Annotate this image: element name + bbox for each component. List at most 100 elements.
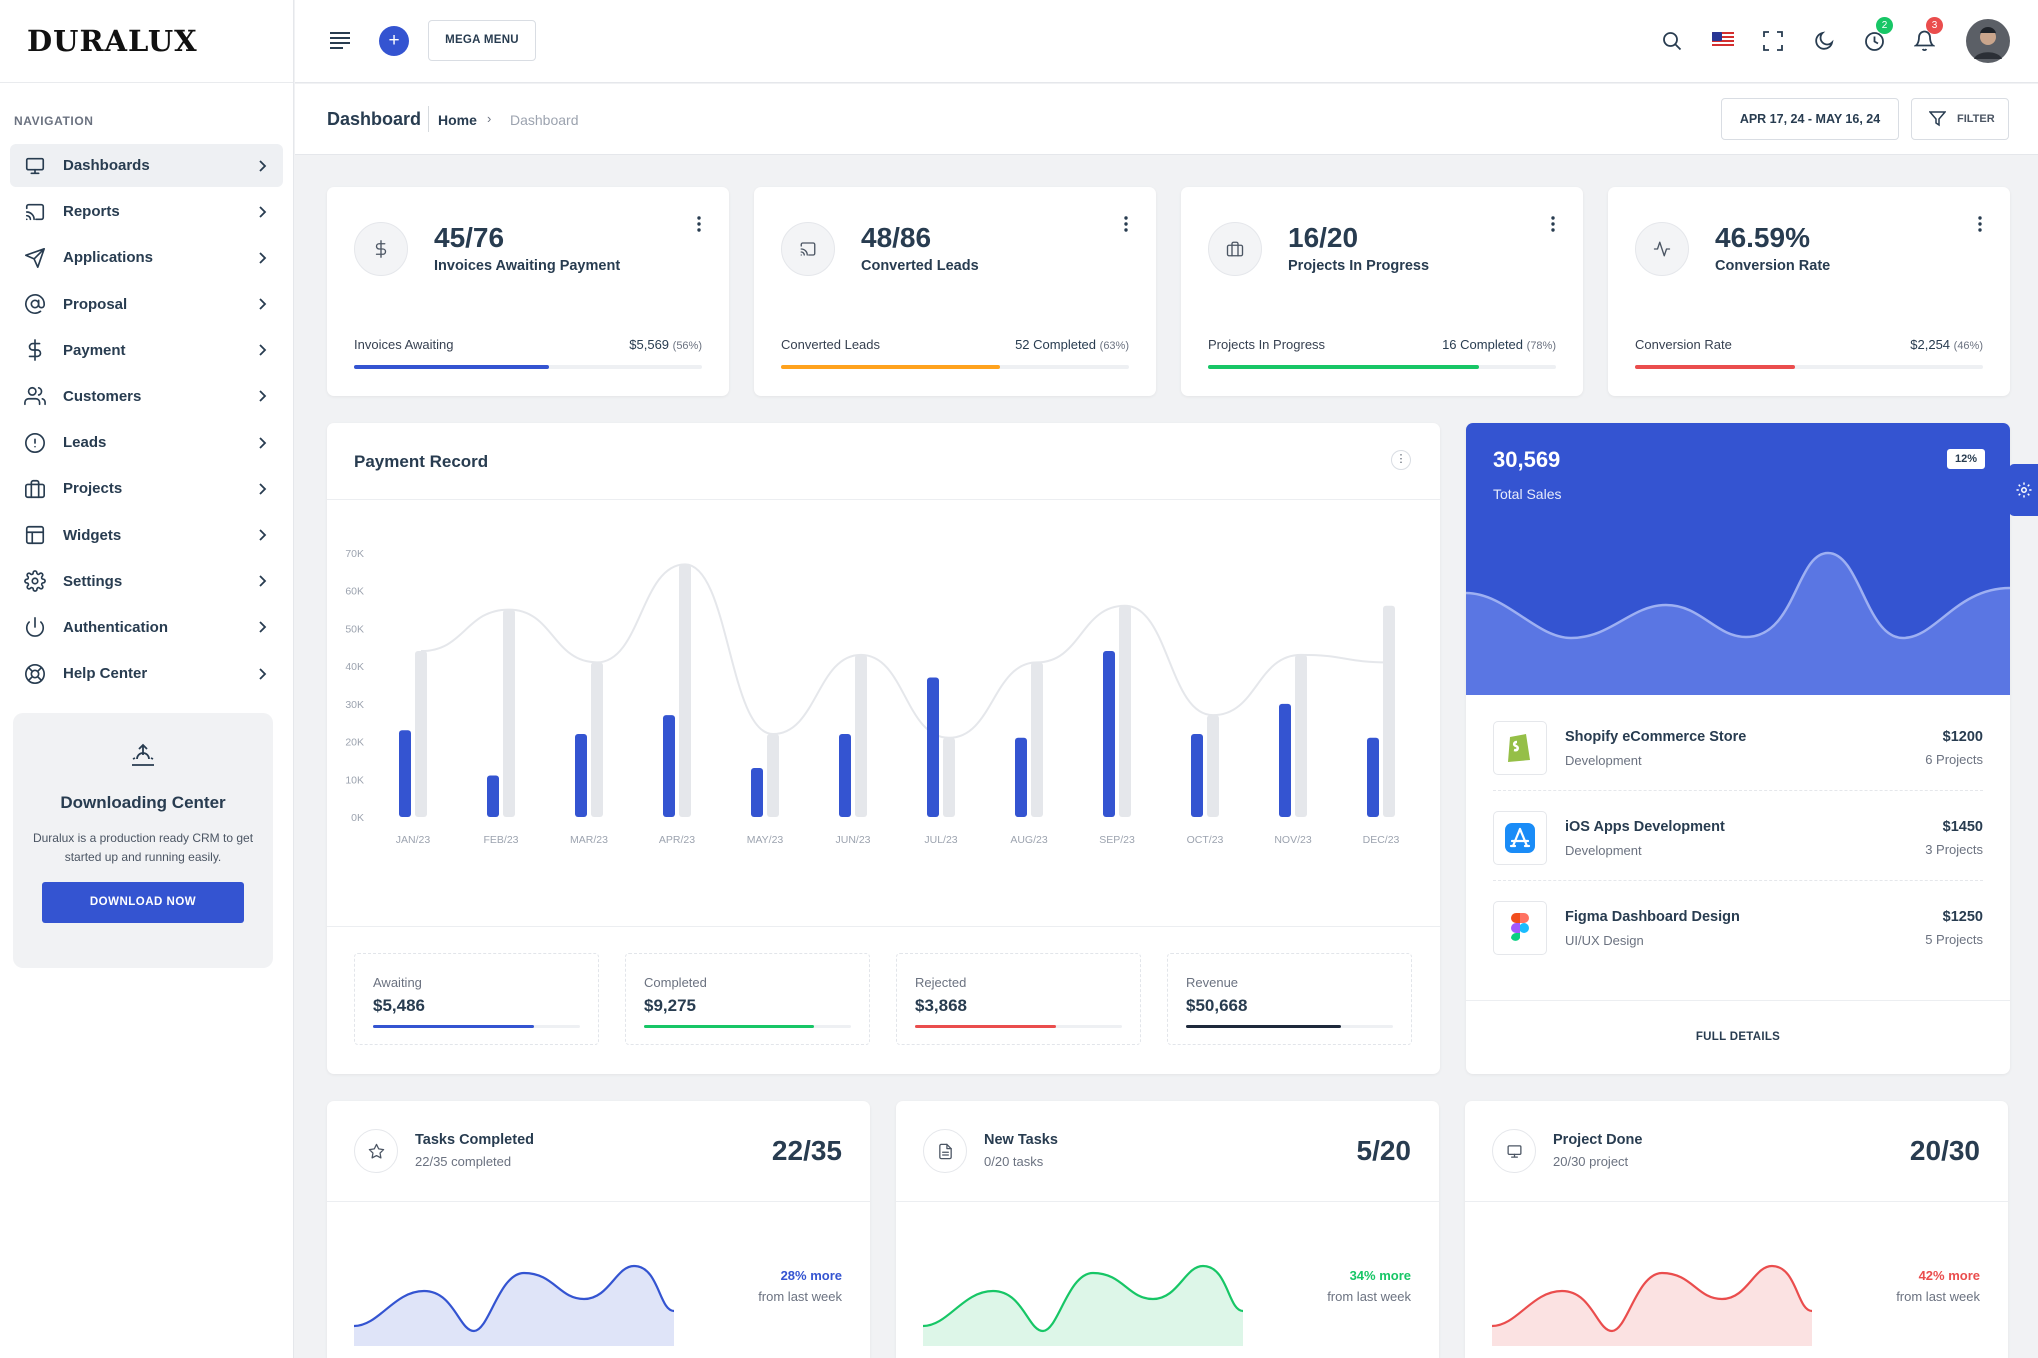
bar-secondary bbox=[767, 734, 779, 817]
sales-list-item[interactable]: iOS Apps Development Development $1450 3… bbox=[1493, 811, 1983, 881]
cast-icon bbox=[25, 203, 45, 220]
full-details-link[interactable]: FULL DETAILS bbox=[1695, 1031, 1781, 1043]
brand-logo[interactable]: DURALUX bbox=[0, 0, 293, 83]
summary-progress-fill bbox=[1186, 1025, 1342, 1028]
bar-primary bbox=[1103, 651, 1115, 817]
avatar[interactable] bbox=[1966, 19, 2010, 63]
moon-icon[interactable] bbox=[1814, 31, 1834, 51]
chevron-right-icon bbox=[259, 436, 267, 449]
payment-record-menu-icon[interactable]: ⋮ bbox=[1391, 450, 1411, 470]
stat-foot-value: 16 Completed bbox=[1442, 337, 1524, 352]
breadcrumb-home[interactable]: Home bbox=[438, 112, 477, 128]
sales-item-sub: Development bbox=[1565, 753, 1642, 768]
sidebar-item-authentication[interactable]: Authentication bbox=[10, 606, 283, 649]
alert-circle-icon bbox=[25, 432, 45, 453]
date-range-picker[interactable]: APR 17, 24 - MAY 16, 24 bbox=[1721, 98, 1899, 140]
downloading-center-title: Downloading Center bbox=[60, 793, 226, 812]
sidebar-item-label: Settings bbox=[63, 572, 123, 590]
project-logo bbox=[1493, 901, 1547, 955]
clock-icon[interactable] bbox=[1864, 31, 1885, 52]
bar-primary bbox=[1367, 737, 1379, 817]
sidebar-item-settings[interactable]: Settings bbox=[10, 560, 283, 603]
stat-title: Conversion Rate bbox=[1715, 258, 1831, 274]
stat-icon bbox=[781, 222, 835, 276]
stat-value: 46.59% bbox=[1715, 222, 1810, 253]
sidebar-item-dashboards[interactable]: Dashboards bbox=[10, 144, 283, 187]
fullscreen-icon[interactable] bbox=[1763, 31, 1783, 51]
sidebar-item-applications[interactable]: Applications bbox=[10, 236, 283, 279]
sidebar-item-projects[interactable]: Projects bbox=[10, 467, 283, 510]
us-flag-icon[interactable] bbox=[1712, 32, 1734, 48]
breadcrumb-chevron-icon: › bbox=[487, 111, 492, 126]
stat-value: 16/20 bbox=[1288, 222, 1359, 253]
task-value: 22/35 bbox=[771, 1135, 842, 1166]
stat-foot-value: $5,569 bbox=[629, 337, 670, 352]
card-divider bbox=[896, 1201, 1439, 1202]
timer-badge: 2 bbox=[1876, 17, 1893, 34]
summary-label: Completed bbox=[644, 975, 707, 990]
add-button[interactable]: + bbox=[379, 26, 409, 56]
sidebar-item-widgets[interactable]: Widgets bbox=[10, 514, 283, 557]
sales-item-projects: 5 Projects bbox=[1925, 932, 1983, 947]
more-vertical-icon[interactable] bbox=[1124, 216, 1128, 232]
stat-foot-label: Projects In Progress bbox=[1208, 337, 1326, 352]
monitor-icon bbox=[1506, 1144, 1522, 1158]
task-icon bbox=[1492, 1129, 1536, 1173]
task-sub: 0/20 tasks bbox=[984, 1154, 1044, 1169]
payment-summary-item: Revenue $50,668 bbox=[1167, 953, 1412, 1045]
sales-item-title: Figma Dashboard Design bbox=[1565, 909, 1740, 925]
layout-icon bbox=[25, 525, 45, 545]
summary-label: Rejected bbox=[915, 975, 967, 990]
sales-list-item[interactable]: Figma Dashboard Design UI/UX Design $125… bbox=[1493, 901, 1983, 971]
task-value: 5/20 bbox=[1356, 1135, 1412, 1166]
sidebar-item-help-center[interactable]: Help Center bbox=[10, 652, 283, 695]
download-now-button[interactable]: DOWNLOAD NOW bbox=[42, 882, 244, 923]
sidebar-item-reports[interactable]: Reports bbox=[10, 190, 283, 233]
filter-button[interactable]: FILTER bbox=[1911, 98, 2009, 140]
stat-foot-label: Invoices Awaiting bbox=[354, 337, 454, 352]
stat-foot-label: Converted Leads bbox=[781, 337, 881, 352]
bar-secondary bbox=[679, 564, 691, 817]
download-cloud-icon bbox=[132, 743, 154, 766]
sidebar-item-payment[interactable]: Payment bbox=[10, 329, 283, 372]
bar-primary bbox=[751, 767, 763, 817]
downloading-center: Downloading Center Duralux is a producti… bbox=[13, 713, 273, 968]
mega-menu-button[interactable]: MEGA MENU bbox=[428, 20, 536, 61]
task-value: 20/30 bbox=[1909, 1135, 1980, 1166]
bell-icon[interactable] bbox=[1914, 30, 1935, 52]
sales-item-sub: Development bbox=[1565, 843, 1642, 858]
bar-primary bbox=[927, 677, 939, 817]
search-icon[interactable] bbox=[1662, 31, 1682, 51]
more-vertical-icon[interactable] bbox=[1551, 216, 1555, 232]
sales-list-item[interactable]: Shopify eCommerce Store Development $120… bbox=[1493, 721, 1983, 791]
sidebar-item-proposal[interactable]: Proposal bbox=[10, 283, 283, 326]
payment-summary-item: Awaiting $5,486 bbox=[354, 953, 599, 1045]
power-icon bbox=[25, 617, 45, 638]
sidebar-item-label: Dashboards bbox=[63, 157, 150, 174]
more-vertical-icon[interactable] bbox=[697, 216, 701, 232]
summary-progress bbox=[373, 1025, 580, 1028]
project-logo bbox=[1493, 721, 1547, 775]
sidebar-item-label: Customers bbox=[63, 387, 142, 405]
theme-customizer-toggle[interactable] bbox=[2009, 464, 2038, 516]
menu-toggle-icon[interactable] bbox=[329, 31, 351, 49]
trend-area bbox=[354, 1266, 674, 1346]
sales-item-projects: 3 Projects bbox=[1925, 842, 1983, 857]
sales-item-amount: $1450 bbox=[1942, 819, 1983, 835]
stat-progress-fill bbox=[1635, 365, 1796, 369]
sidebar-item-label: Authentication bbox=[63, 618, 168, 636]
sidebar-item-leads[interactable]: Leads bbox=[10, 421, 283, 464]
sidebar-item-customers[interactable]: Customers bbox=[10, 375, 283, 418]
sidebar-item-label: Projects bbox=[63, 480, 123, 498]
sidebar-item-label: Proposal bbox=[63, 295, 128, 313]
more-vertical-icon[interactable] bbox=[1978, 216, 1982, 232]
y-tick-label: 50K bbox=[345, 623, 364, 635]
stat-progress bbox=[781, 365, 1129, 369]
stat-card: 46.59% Conversion Rate Conversion Rate $2… bbox=[1608, 187, 2010, 396]
task-sub: 22/35 completed bbox=[415, 1154, 512, 1169]
trend-area bbox=[923, 1266, 1243, 1346]
stat-foot-percent: (56%) bbox=[672, 340, 702, 352]
stat-icon bbox=[354, 222, 408, 276]
y-tick-label: 20K bbox=[345, 737, 364, 749]
sidebar: DURALUX NAVIGATION Dashboards Reports Appl… bbox=[0, 0, 294, 1358]
